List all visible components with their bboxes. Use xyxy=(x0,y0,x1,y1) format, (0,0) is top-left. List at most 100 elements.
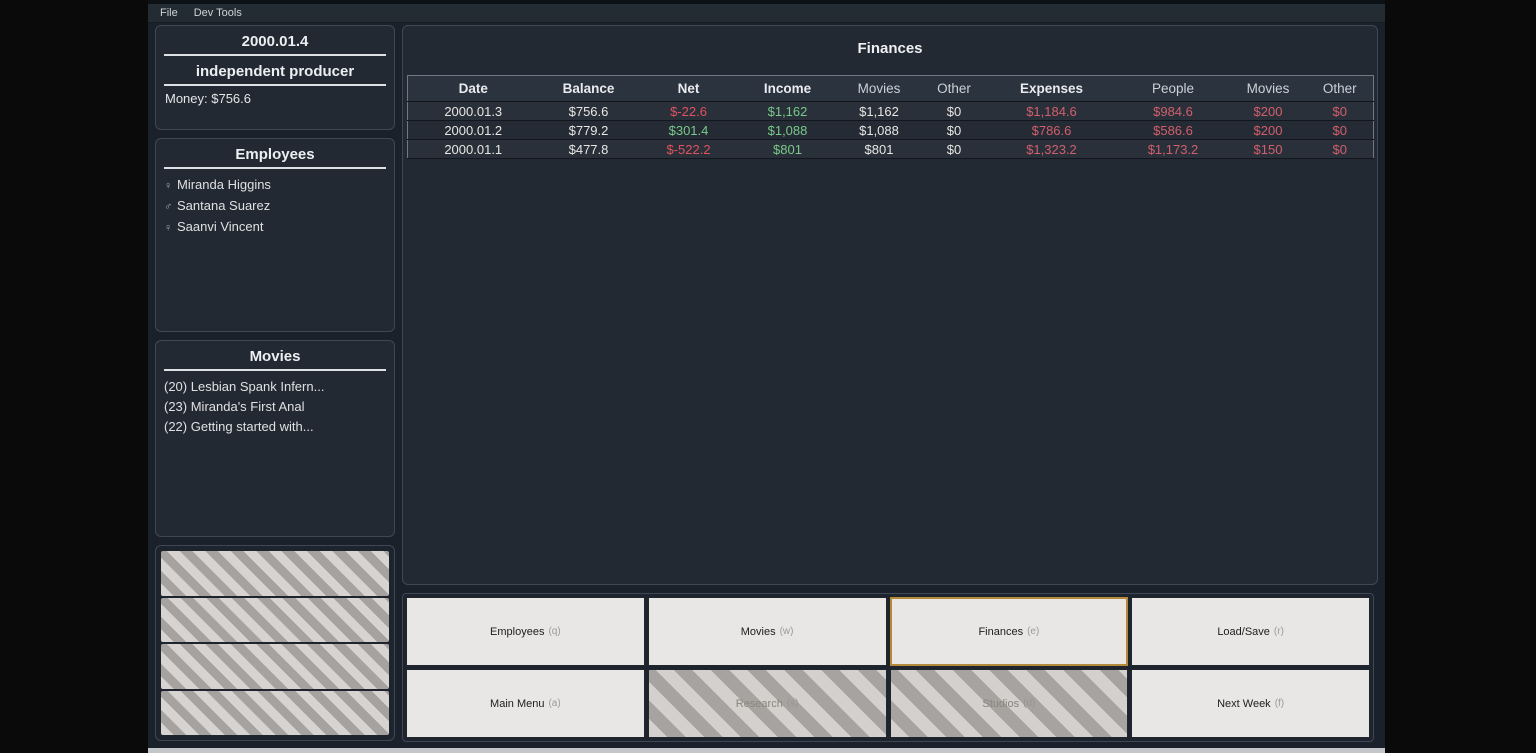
window-bottom-edge xyxy=(148,748,1385,753)
locked-slot xyxy=(161,551,389,596)
column-header-movies: Movies xyxy=(836,75,922,102)
finance-row: 2000.01.1 $477.8 $-522.2 $801 $801 $0 $1,323.2… xyxy=(407,139,1374,159)
nav-button-label: Next Week xyxy=(1217,697,1271,710)
finance-cell: $1,088 xyxy=(738,120,837,140)
locked-slot xyxy=(161,690,389,735)
column-header-net: Net xyxy=(638,75,739,102)
employees-panel-title: Employees xyxy=(235,146,315,163)
movies-panel-title: Movies xyxy=(249,348,301,365)
menu-dev-tools[interactable]: Dev Tools xyxy=(193,7,242,19)
finance-cell: 2000.01.3 xyxy=(407,101,539,121)
studios-button: Studios (d) xyxy=(889,669,1129,738)
next-week-button[interactable]: Next Week (f) xyxy=(1131,669,1370,738)
employee-item[interactable]: ♀ Miranda Higgins xyxy=(156,175,394,196)
column-header-movies: Movies xyxy=(1229,75,1307,102)
finance-cell: $779.2 xyxy=(538,120,639,140)
research-button: Research (s) xyxy=(647,669,887,738)
column-header-other: Other xyxy=(1306,75,1374,102)
finance-cell: $0 xyxy=(921,120,987,140)
finance-cell: $200 xyxy=(1229,101,1307,121)
finance-cell: $0 xyxy=(1306,139,1374,159)
movie-item[interactable]: (23) Miranda's First Anal xyxy=(164,399,305,414)
nav-button-shortcut: (w) xyxy=(779,626,794,637)
employee-name: Santana Suarez xyxy=(177,198,271,213)
money-amount: Money: $756.6 xyxy=(165,91,252,106)
finance-cell: $1,184.6 xyxy=(986,101,1117,121)
finance-cell: $1,323.2 xyxy=(986,139,1117,159)
column-header-balance: Balance xyxy=(538,75,639,102)
nav-button-label: Main Menu xyxy=(490,697,545,710)
finance-cell: 2000.01.2 xyxy=(407,120,539,140)
nav-button-label: Studios xyxy=(982,697,1020,710)
female-icon: ♀ xyxy=(164,180,173,192)
male-icon: ♂ xyxy=(164,201,173,213)
producer-type: independent producer xyxy=(195,63,355,80)
finance-cell: $756.6 xyxy=(538,101,639,121)
employee-item[interactable]: ♂ Santana Suarez xyxy=(156,196,394,217)
employees-panel: Employees ♀ Miranda Higgins ♂ Santana Suare… xyxy=(155,138,395,332)
finance-cell: $150 xyxy=(1229,139,1307,159)
movies-list: (20) Lesbian Spank Infern... (23) Miranda… xyxy=(156,371,394,437)
column-header-date: Date xyxy=(407,75,539,102)
female-icon: ♀ xyxy=(164,222,173,234)
column-header-other: Other xyxy=(921,75,987,102)
locked-slot xyxy=(161,644,389,689)
finance-cell: $586.6 xyxy=(1116,120,1230,140)
nav-button-panel: Employees (q) Movies (w) Finances (e) Load/Sav… xyxy=(402,593,1374,742)
finance-cell: $0 xyxy=(1306,120,1374,140)
employee-item[interactable]: ♀ Saanvi Vincent xyxy=(156,217,394,238)
finances-panel: Finances Date Balance Net Income Movies Other… xyxy=(402,25,1378,585)
finance-cell: $1,173.2 xyxy=(1116,139,1230,159)
nav-button-shortcut: (q) xyxy=(548,626,561,637)
divider xyxy=(164,54,386,56)
finance-cell: $801 xyxy=(836,139,922,159)
finances-table: Date Balance Net Income Movies Other Expenses P… xyxy=(407,75,1374,159)
divider xyxy=(164,369,386,371)
finance-cell: $801 xyxy=(738,139,837,159)
finance-cell: $-22.6 xyxy=(638,101,739,121)
nav-button-shortcut: (s) xyxy=(786,698,799,709)
movie-item[interactable]: (22) Getting started with... xyxy=(164,419,314,434)
finance-row: 2000.01.2 $779.2 $301.4 $1,088 $1,088 $0 $786.… xyxy=(407,120,1374,140)
movies-panel: Movies (20) Lesbian Spank Infern... (23) … xyxy=(155,340,395,537)
employee-name: Saanvi Vincent xyxy=(177,219,264,234)
nav-button-shortcut: (f) xyxy=(1274,698,1285,709)
finances-table-header: Date Balance Net Income Movies Other Expenses P… xyxy=(407,75,1374,102)
nav-button-shortcut: (d) xyxy=(1023,698,1036,709)
status-panel: 2000.01.4 independent producer Money: $7… xyxy=(155,25,395,130)
column-header-income: Income xyxy=(738,75,837,102)
nav-button-shortcut: (r) xyxy=(1273,626,1284,637)
locked-slot xyxy=(161,597,389,642)
finances-button[interactable]: Finances (e) xyxy=(889,597,1129,666)
finance-cell: $984.6 xyxy=(1116,101,1230,121)
employee-name: Miranda Higgins xyxy=(177,177,271,192)
divider xyxy=(164,167,386,169)
finances-table-body: 2000.01.3 $756.6 $-22.6 $1,162 $1,162 $0 $1,18… xyxy=(407,101,1374,159)
load-save-button[interactable]: Load/Save (r) xyxy=(1131,597,1370,666)
app-window: File Dev Tools 2000.01.4 independent pro… xyxy=(148,0,1385,753)
divider xyxy=(164,84,386,86)
main-menu-button[interactable]: Main Menu (a) xyxy=(406,669,645,738)
finance-cell: $301.4 xyxy=(638,120,739,140)
window-title-strip xyxy=(148,0,1385,4)
menu-bar: File Dev Tools xyxy=(148,4,1385,23)
menu-file[interactable]: File xyxy=(160,7,178,19)
finance-cell: $-522.2 xyxy=(638,139,739,159)
movie-item[interactable]: (20) Lesbian Spank Infern... xyxy=(164,379,325,394)
finance-cell: 2000.01.1 xyxy=(407,139,539,159)
finance-cell: $786.6 xyxy=(986,120,1117,140)
nav-button-label: Employees xyxy=(490,625,545,638)
column-header-people: People xyxy=(1116,75,1230,102)
finance-cell: $0 xyxy=(1306,101,1374,121)
movies-button[interactable]: Movies (w) xyxy=(647,597,887,666)
finance-row: 2000.01.3 $756.6 $-22.6 $1,162 $1,162 $0 $1,18… xyxy=(407,101,1374,121)
locked-panel xyxy=(155,545,395,741)
employees-button[interactable]: Employees (q) xyxy=(406,597,645,666)
nav-button-shortcut: (a) xyxy=(548,698,561,709)
nav-button-label: Load/Save xyxy=(1217,625,1270,638)
finance-cell: $0 xyxy=(921,101,987,121)
finance-cell: $200 xyxy=(1229,120,1307,140)
nav-button-label: Movies xyxy=(740,625,776,638)
game-date: 2000.01.4 xyxy=(241,33,309,50)
